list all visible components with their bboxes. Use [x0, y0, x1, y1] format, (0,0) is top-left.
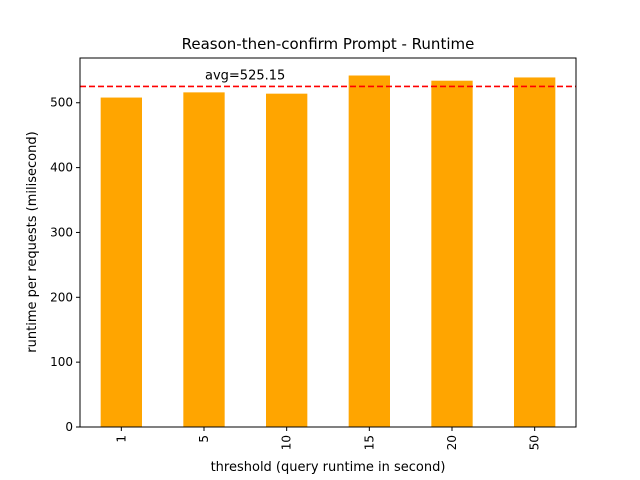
y-axis-label: runtime per requests (milisecond) [25, 131, 40, 352]
x-tick-label: 10 [280, 435, 294, 450]
bar-10 [266, 93, 308, 427]
chart-title: Reason-then-confirm Prompt - Runtime [182, 35, 475, 53]
y-tick-label: 500 [50, 96, 73, 110]
bar-1 [100, 97, 142, 428]
y-tick-label: 100 [50, 355, 73, 369]
y-tick-label: 200 [50, 290, 73, 304]
bar-15 [348, 75, 390, 427]
x-tick-label: 50 [528, 435, 542, 450]
y-tick-label: 300 [50, 225, 73, 239]
y-tick-label: 0 [65, 420, 73, 434]
x-tick-label: 20 [445, 435, 459, 450]
bar-5 [183, 92, 225, 428]
x-tick-label: 5 [197, 435, 211, 443]
average-label: avg=525.15 [205, 68, 285, 83]
x-tick-label: 1 [114, 435, 128, 443]
bar-20 [431, 80, 473, 427]
y-tick-label: 400 [50, 161, 73, 175]
plot-frame [79, 57, 577, 428]
x-tick-label: 15 [362, 435, 376, 450]
bar-50 [514, 77, 556, 427]
x-axis-label: threshold (query runtime in second) [211, 460, 446, 475]
